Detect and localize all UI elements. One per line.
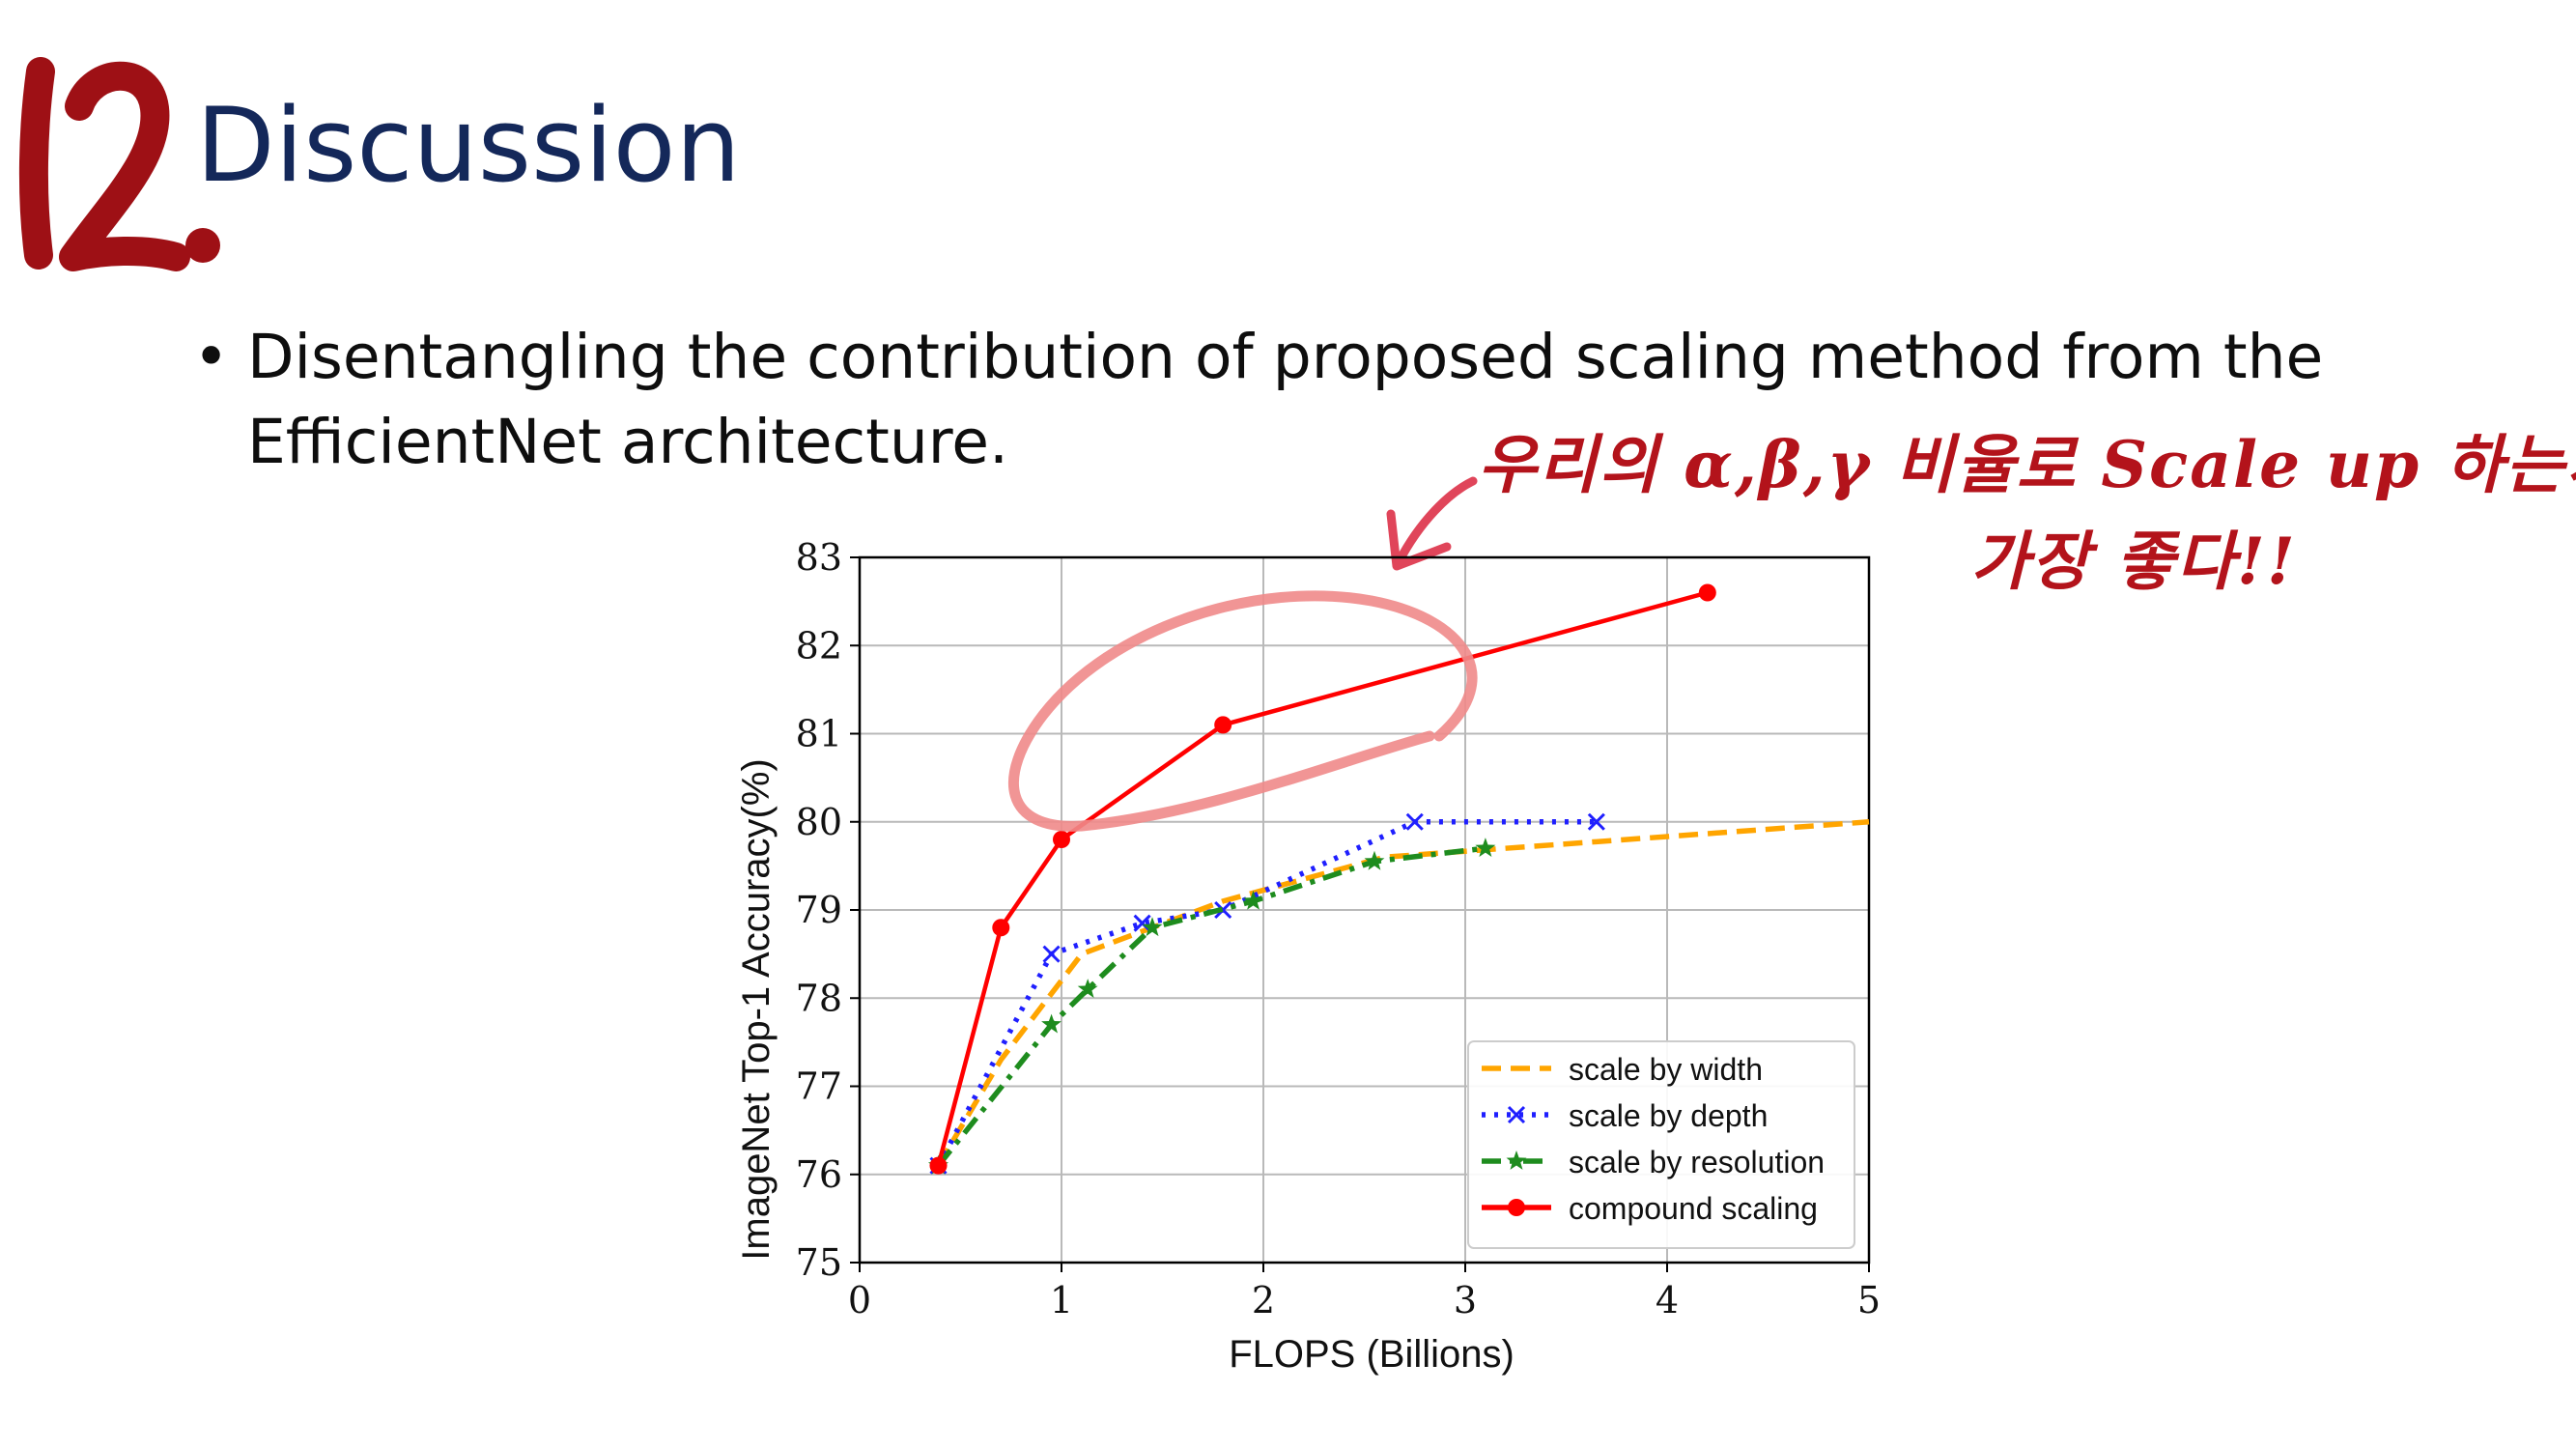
legend-box [1467,1040,1855,1249]
resolution-data-point [1142,917,1163,937]
y-tick-label: 82 [796,624,842,667]
depth-data-point [1587,812,1605,831]
y-axis-label: ImageNet Top-1 Accuracy(%) [735,758,778,1260]
depth-data-point [1133,914,1151,932]
bullet-dot: • [193,322,230,392]
compound-data-point [1698,583,1716,602]
legend-entry: scale by resolution [1569,1145,1825,1179]
compound-data-point [992,919,1010,937]
depth-data-point [1042,945,1061,963]
plot-axes: 0 1 2 3 4 5 75 76 77 78 79 80 81 82 83 [796,536,1881,1321]
resolution-data-point [1243,890,1263,910]
x-tick-label: 4 [1656,1279,1679,1321]
scale-by-resolution-series [928,838,1496,1175]
x-tick-label: 0 [848,1279,871,1321]
compound-data-point [1508,1199,1525,1216]
y-tick-label: 75 [796,1241,842,1284]
x-axis-label: FLOPS (Billions) [1229,1333,1514,1376]
annotation-text-line-1: 우리의 α,β,γ 비율로 Scale up 하는게 [1478,427,2576,502]
depth-data-point [1214,900,1232,920]
y-tick-label: 80 [796,801,842,843]
y-tick-label: 78 [796,977,842,1019]
annotation-text-line-2: 가장 좋다!! [1970,524,2297,599]
legend-entry: scale by depth [1569,1098,1768,1133]
y-tick-label: 77 [796,1065,842,1108]
resolution-data-point [1475,838,1496,857]
compound-data-point [1053,831,1070,848]
legend-entry: compound scaling [1569,1191,1818,1226]
resolution-data-point [1506,1151,1527,1170]
y-tick-label: 83 [796,536,842,579]
x-tick-label: 5 [1857,1279,1881,1321]
depth-data-point [1507,1105,1526,1124]
resolution-data-point [1041,1013,1062,1034]
x-tick-label: 2 [1252,1279,1275,1321]
resolution-data-point [1077,979,1098,998]
legend: scale by width scale by depth scale by res… [1467,1040,1855,1249]
y-tick-label: 76 [796,1153,842,1196]
x-tick-label: 1 [1050,1279,1073,1321]
slide-number-handwriting [18,57,220,271]
y-tick-label: 81 [796,713,842,755]
compound-data-point [1214,716,1232,734]
bullet-point: • Disentangling the contribution of prop… [193,315,2415,485]
y-tick-label: 79 [796,889,842,931]
slide-title: Discussion [196,86,741,205]
resolution-data-point [1364,850,1385,870]
compound-data-point [929,1156,948,1175]
bullet-text: Disentangling the contribution of propos… [247,322,2324,477]
plot-frame [858,555,1871,1264]
legend-entry: scale by width [1569,1052,1763,1087]
x-tick-label: 3 [1454,1279,1477,1321]
